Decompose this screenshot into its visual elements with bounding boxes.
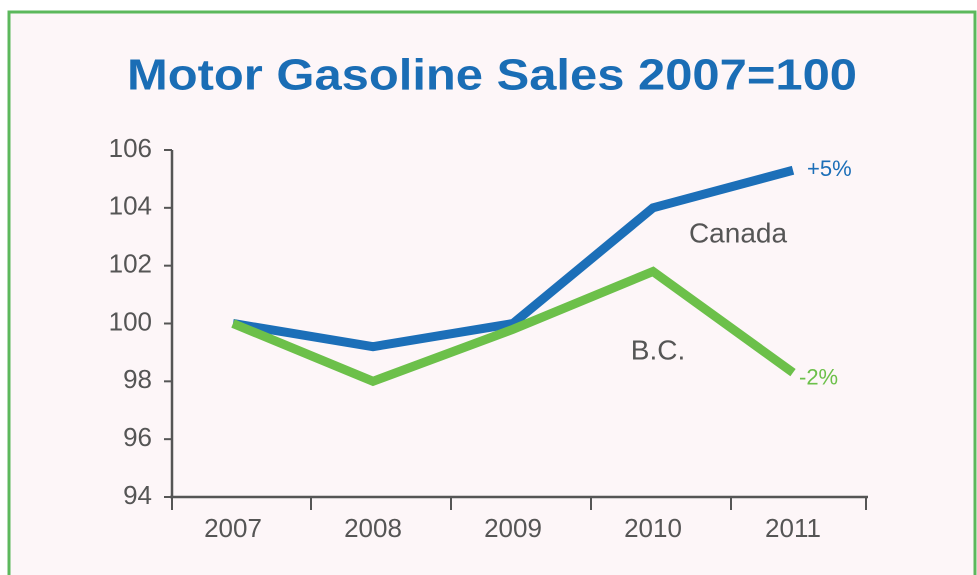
series-line (231, 266, 796, 387)
y-tick-label: 106 (109, 133, 152, 163)
chart-title: Motor Gasoline Sales 2007=100 (127, 51, 857, 100)
x-tick-label: 2007 (204, 513, 262, 543)
frame (7, 10, 977, 575)
y-tick-label: 100 (109, 306, 152, 336)
series-line (232, 165, 795, 352)
y-tick-label: 96 (123, 422, 152, 452)
series-label: Canada (689, 217, 788, 248)
end-annotation: +5% (807, 156, 852, 181)
x-tick-label: 2008 (344, 513, 402, 543)
y-tick-label: 102 (109, 249, 152, 279)
series-label: B.C. (631, 334, 685, 365)
y-tick-label: 98 (123, 364, 152, 394)
x-tick-label: 2010 (624, 513, 682, 543)
y-tick-label: 104 (109, 191, 152, 221)
end-annotation: -2% (799, 364, 838, 389)
y-tick-label: 94 (123, 480, 152, 510)
x-tick-label: 2009 (484, 513, 542, 543)
x-tick-label: 2011 (765, 513, 821, 543)
